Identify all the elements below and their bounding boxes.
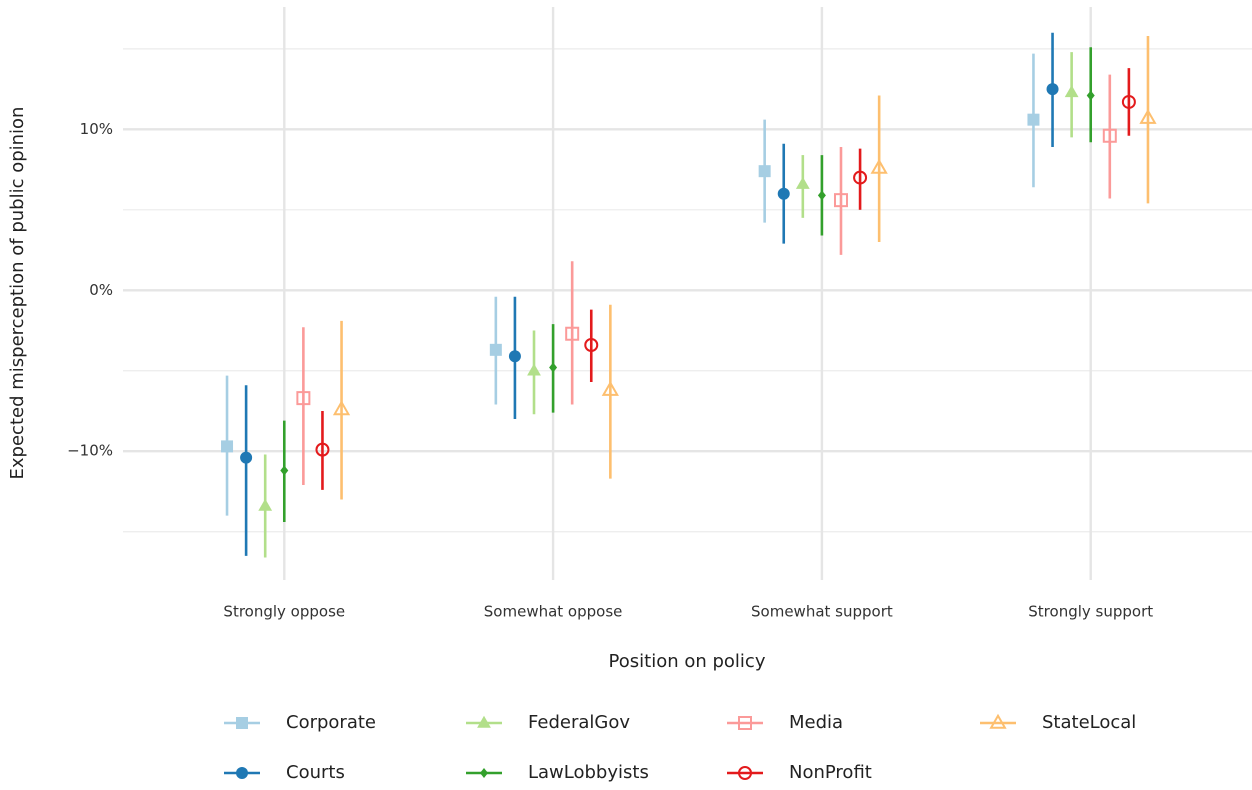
legend-label: FederalGov [528,712,630,733]
y-tick-label: 10% [80,120,113,138]
legend-label: Corporate [286,712,376,733]
legend-marker [236,767,248,779]
legend-label: LawLobbyists [528,762,649,783]
point [565,326,580,341]
point [1064,85,1079,98]
point [1139,108,1157,124]
point [777,187,790,200]
legend-marker [480,768,488,778]
point [817,190,826,201]
x-tick-label: Somewhat oppose [484,603,623,621]
x-tick-label: Strongly support [1028,603,1153,621]
point [549,362,558,373]
y-tick-label: −10% [67,442,113,460]
point [332,400,351,416]
grid [123,7,1252,580]
point [758,165,771,178]
x-tick-label: Somewhat support [751,603,893,621]
point [1086,90,1095,101]
point [258,498,273,511]
point [1027,113,1040,126]
y-tick-label: 0% [89,281,113,299]
legend-label: Courts [286,762,345,783]
point [280,465,289,476]
x-tick-label: Strongly oppose [223,603,345,621]
point [527,363,541,376]
point [240,451,253,464]
legend-label: Media [789,712,843,733]
legend-marker [738,716,752,730]
point [221,440,234,453]
point [584,338,599,353]
legend-marker [989,713,1007,729]
point [489,343,502,356]
x-axis-title: Position on policy [609,651,766,672]
point [1102,128,1117,143]
y-axis-title: Expected misperception of public opinion [7,107,28,480]
legend-label: NonProfit [789,762,872,783]
point [853,170,868,185]
legend-marker [738,766,752,780]
point [315,442,330,457]
point [296,391,311,406]
point [795,176,810,189]
point [601,380,619,396]
point [1046,83,1059,96]
point [508,350,521,363]
legend-marker [477,715,491,728]
legend-label: StateLocal [1042,712,1136,733]
legend-marker [236,717,248,729]
point [833,193,848,208]
point [1121,94,1136,109]
point [870,158,888,174]
